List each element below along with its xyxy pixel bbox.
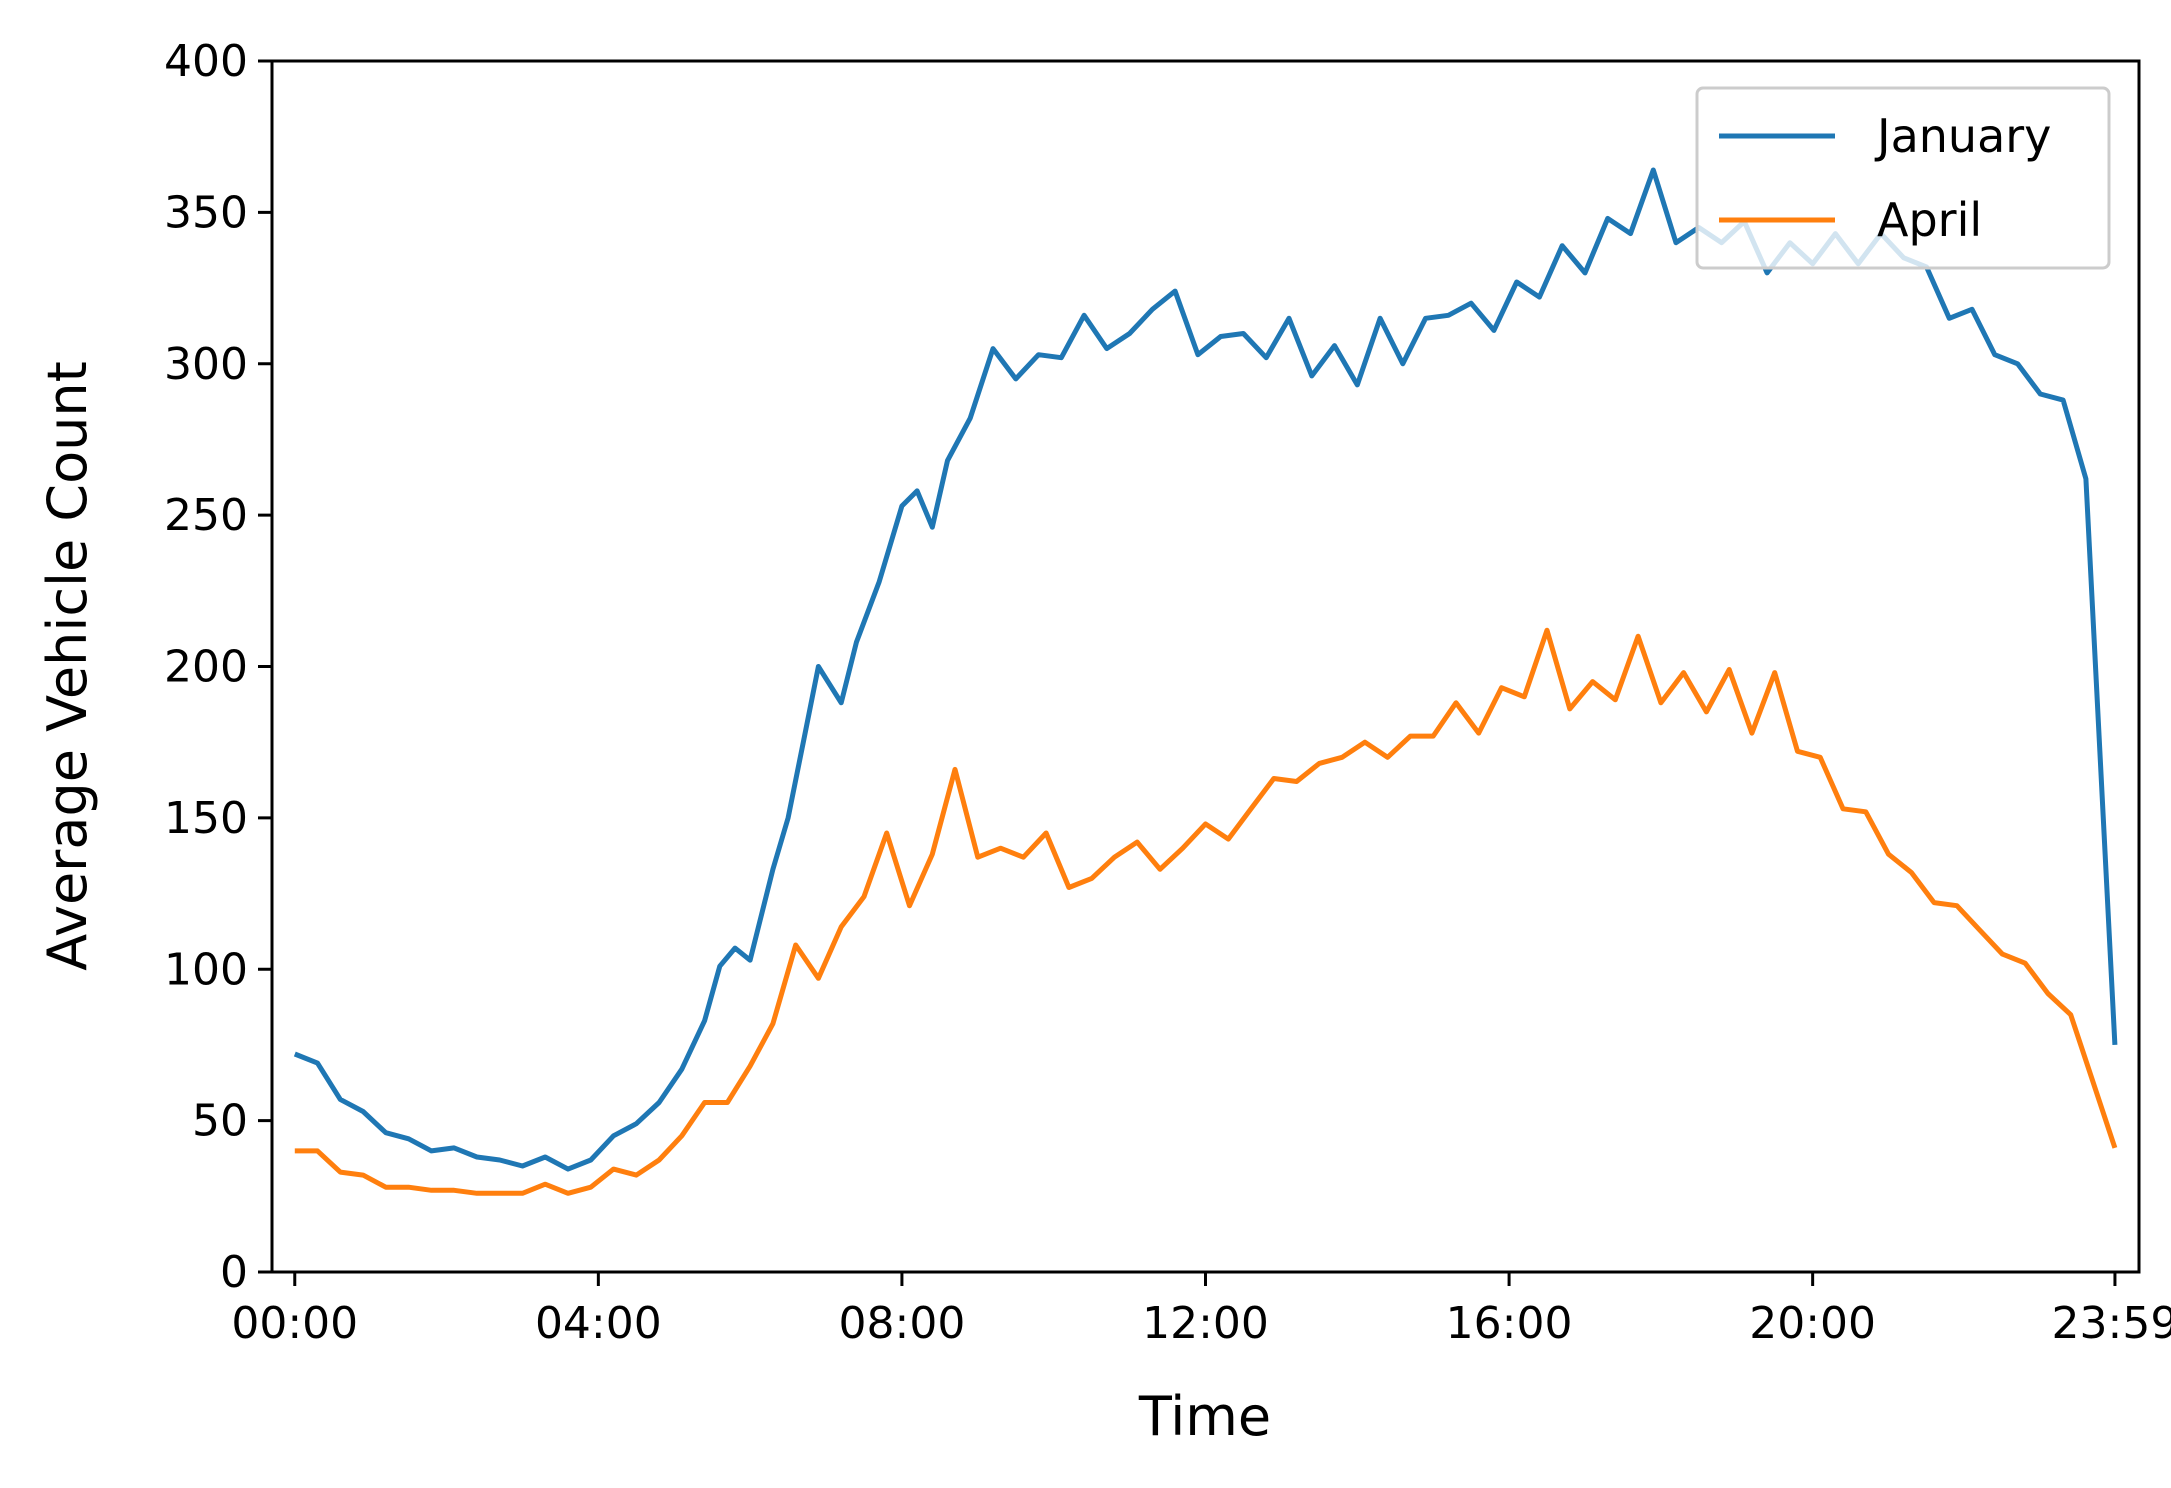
y-tick-label: 100 bbox=[164, 944, 248, 995]
y-tick-label: 250 bbox=[164, 490, 248, 541]
legend-label-april: April bbox=[1877, 193, 1982, 247]
legend-box bbox=[1695, 86, 2111, 270]
y-axis-label: Average Vehicle Count bbox=[36, 361, 99, 971]
y-tick-label: 50 bbox=[192, 1096, 248, 1147]
x-tick-label: 16:00 bbox=[1446, 1298, 1573, 1349]
x-tick-label: 08:00 bbox=[839, 1298, 966, 1349]
legend: January April bbox=[1695, 86, 2111, 270]
y-tick-label: 150 bbox=[164, 793, 248, 844]
legend-label-january: January bbox=[1874, 109, 2051, 163]
y-tick-label: 0 bbox=[220, 1247, 248, 1298]
x-tick-label: 00:00 bbox=[231, 1298, 358, 1349]
x-tick-label: 23:59 bbox=[2052, 1298, 2171, 1349]
y-tick-label: 400 bbox=[164, 36, 248, 87]
series-line-april bbox=[294, 627, 2118, 1196]
x-tick-label: 12:00 bbox=[1142, 1298, 1269, 1349]
series-line-january bbox=[293, 167, 2118, 1172]
x-tick-label: 04:00 bbox=[535, 1298, 662, 1349]
y-tick-label: 300 bbox=[164, 339, 248, 390]
y-tick-label: 350 bbox=[164, 187, 248, 238]
x-axis-ticks: 00:00 04:00 08:00 12:00 16:00 20:00 23:59 bbox=[231, 1272, 2171, 1349]
y-tick-label: 200 bbox=[164, 642, 248, 693]
x-tick-label: 20:00 bbox=[1749, 1298, 1876, 1349]
x-axis-label: Time bbox=[1138, 1385, 1271, 1448]
series-layer bbox=[293, 167, 2118, 1196]
y-axis-ticks: 0 50 100 150 200 250 300 350 400 bbox=[164, 36, 272, 1298]
